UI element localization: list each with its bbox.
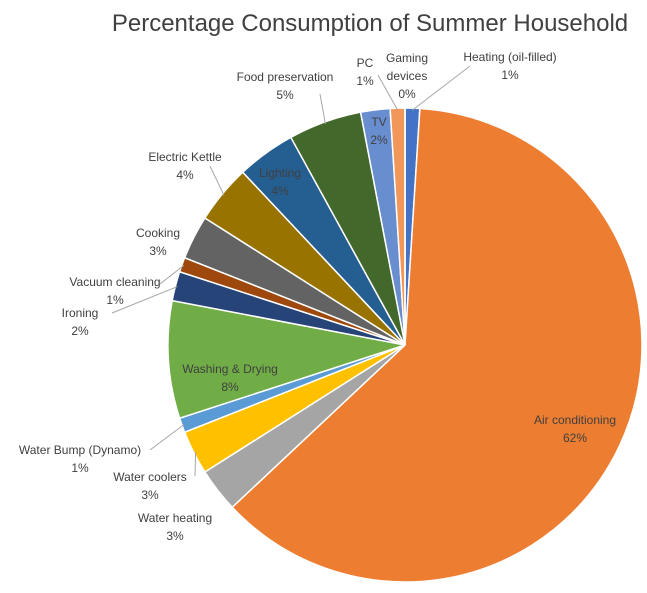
label-name: Air conditioning [533, 413, 617, 427]
data-label: Water coolers 3% [113, 468, 187, 504]
label-name: Ironing [61, 306, 99, 320]
leader-line [111, 286, 178, 314]
label-name: Water coolers [113, 470, 187, 484]
label-name: Washing & Drying [182, 362, 278, 376]
label-value: 8% [221, 380, 239, 394]
data-label: TV 2% [370, 113, 387, 149]
label-value: 62% [562, 431, 588, 445]
leader-line [149, 424, 185, 451]
data-label: Water heating 3% [138, 509, 212, 545]
data-label: Food preservation 5% [237, 68, 334, 104]
data-label: Air conditioning 62% [534, 411, 616, 447]
label-name: PC [356, 56, 374, 70]
label-name: Lighting [258, 166, 302, 180]
data-label: Cooking 3% [136, 224, 180, 260]
label-name: Water Bump (Dynamo) [18, 443, 142, 457]
label-value: 4% [176, 168, 194, 182]
data-label: PC 1% [356, 54, 373, 90]
label-value: 1% [106, 293, 124, 307]
data-label: Heating (oil-filled) 1% [463, 48, 556, 84]
chart-title: Percentage Consumption of Summer Househo… [111, 10, 629, 37]
leader-line [209, 165, 225, 196]
label-value: 1% [356, 74, 374, 88]
label-name: Gaming devices [385, 51, 429, 83]
label-value: 3% [149, 244, 167, 258]
pie-slice [167, 299, 406, 420]
label-name: Water heating [137, 511, 213, 525]
label-name: Heating (oil-filled) [463, 50, 557, 64]
label-value: 2% [370, 133, 388, 147]
leader-line [159, 265, 185, 285]
label-name: Vacuum cleaning [69, 275, 161, 289]
label-value: 5% [276, 88, 294, 102]
label-value: 3% [166, 529, 184, 543]
label-value: 1% [71, 461, 89, 475]
label-value: 2% [71, 324, 89, 338]
label-name: Food preservation [236, 70, 334, 84]
label-value: 4% [271, 184, 289, 198]
label-value: 3% [141, 488, 159, 502]
label-value: 0% [398, 87, 416, 101]
leader-line [412, 65, 471, 111]
leader-line [319, 93, 326, 124]
pie-slice [231, 107, 643, 583]
label-name: TV [371, 115, 387, 129]
data-label: Electric Kettle 4% [148, 148, 221, 184]
data-label: Washing & Drying 8% [182, 360, 278, 396]
data-label: Gaming devices 0% [381, 49, 433, 103]
data-label: Lighting 4% [259, 164, 301, 200]
leader-line [194, 451, 197, 477]
label-name: Electric Kettle [148, 150, 222, 164]
label-name: Cooking [135, 226, 181, 240]
label-value: 1% [501, 68, 519, 82]
data-label: Water Bump (Dynamo) 1% [19, 441, 141, 477]
data-label: Ironing 2% [62, 304, 99, 340]
leader-line [377, 74, 399, 111]
data-label: Vacuum cleaning 1% [69, 273, 160, 309]
